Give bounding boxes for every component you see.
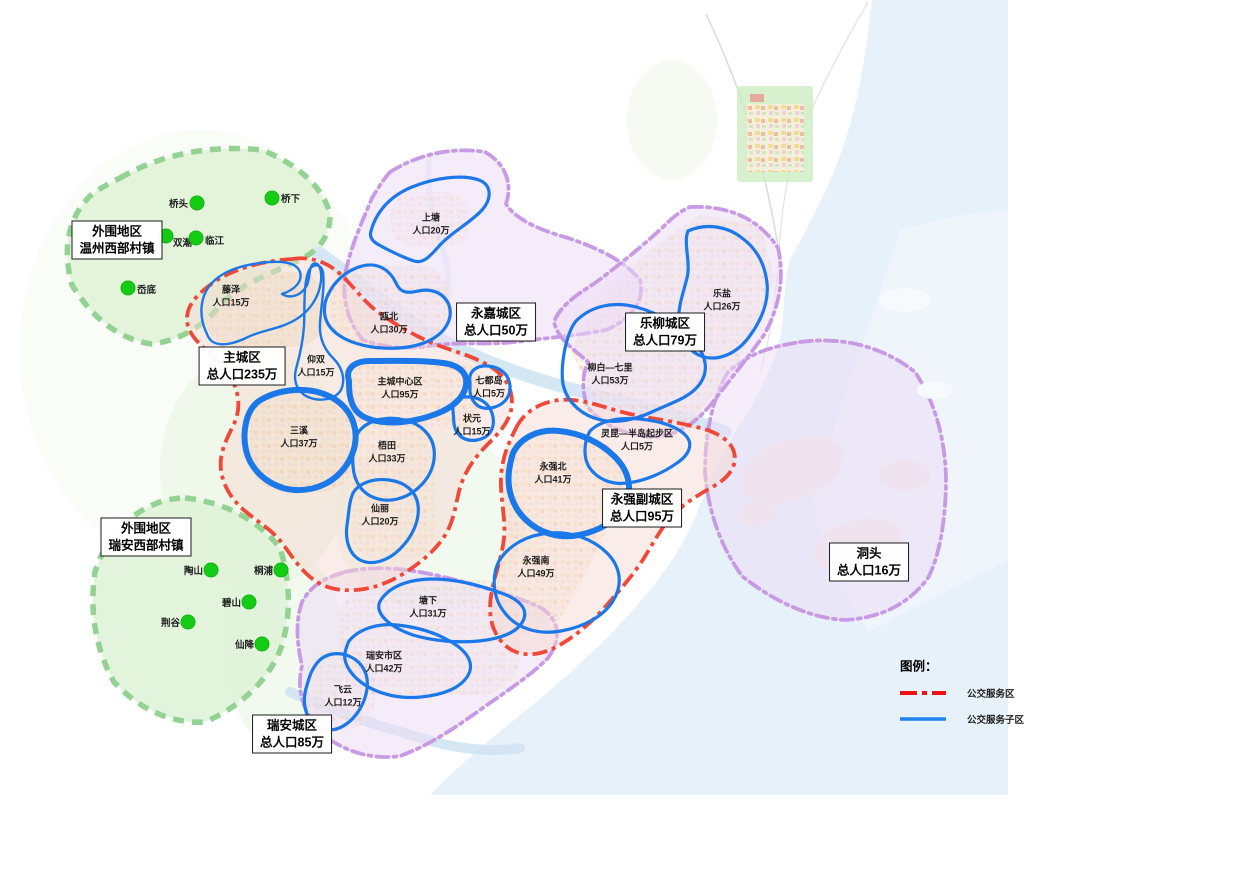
subarea-label-zhucheng-center: 主城中心区 人口95万 <box>377 376 423 399</box>
region-label-ruian: 瑞安城区 总人口85万 <box>252 714 332 754</box>
town-label-qiaotou: 桥头 <box>168 199 188 210</box>
town-label-xianjiang: 仙降 <box>234 640 254 651</box>
subarea-label-yangshuang: 仰双 人口15万 <box>297 354 335 377</box>
subarea-shangtang-outline <box>368 175 491 264</box>
town-label-qiaoxia: 桥下 <box>281 194 301 205</box>
region-label-zhucheng: 主城区 总人口235万 <box>198 346 286 386</box>
subarea-label-feiyun: 飞云 人口12万 <box>324 684 362 707</box>
region-name: 洞头 <box>856 546 882 561</box>
subarea-liubai-qili-outline <box>560 303 707 424</box>
subarea-sanxi-outline <box>241 386 359 494</box>
subarea-qidudao-outline <box>468 364 512 410</box>
town-label-jinggu: 荆谷 <box>160 618 180 629</box>
island <box>739 436 845 504</box>
subarea-yangshuang-outline <box>293 264 345 401</box>
subarea-label-sanxi: 三溪 人口37万 <box>280 425 318 448</box>
region-name: 永嘉城区 <box>470 306 521 321</box>
region-population: 总人口235万 <box>206 367 278 381</box>
town-dot-qiaoxia <box>264 190 280 206</box>
subarea-label-yongqiang-south: 永强南 人口49万 <box>517 555 555 578</box>
town-label-tongpu: 桐浦 <box>253 566 273 577</box>
town-dot-taoshan <box>203 562 219 578</box>
legend-item-service-area: 公交服务区 <box>967 689 1015 700</box>
town-blocks <box>750 94 764 102</box>
region-label-yongqiang: 永强副城区 总人口95万 <box>602 488 682 528</box>
legend-item-service-subarea: 公交服务子区 <box>967 715 1025 726</box>
subarea-label-oubei: 瓯北 人口30万 <box>370 311 408 334</box>
subarea-oubei-outline <box>322 263 452 350</box>
island <box>879 460 931 490</box>
island <box>737 503 777 527</box>
region-population: 总人口16万 <box>837 563 901 577</box>
region-population: 总人口50万 <box>464 323 528 337</box>
subarea-lingkun-outline <box>583 416 692 485</box>
region-name: 外围地区 <box>120 521 172 536</box>
region-label-dongtou: 洞头 总人口16万 <box>829 542 909 582</box>
town-label-shuangchao: 双潮 <box>173 238 193 249</box>
town-dot-linjiang <box>188 230 204 246</box>
town-label-linjiang: 临江 <box>205 236 225 247</box>
subarea-xianli-outline <box>344 477 420 565</box>
subarea-zhuangyuan-outline <box>451 395 495 442</box>
subarea-tengze-outline <box>200 260 323 346</box>
subarea-label-liubai-qili: 柳白—七里 人口53万 <box>587 362 633 385</box>
town-dot-bishan <box>241 594 257 610</box>
region-label-wenzhou-west: 外围地区 温州西部村镇 <box>71 220 163 260</box>
subarea-label-zhuangyuan: 状元 人口15万 <box>453 413 491 436</box>
region-name: 永强副城区 <box>610 492 674 507</box>
region-population: 总人口79万 <box>633 333 697 347</box>
town-dot-tongpu <box>273 562 289 578</box>
legend-title: 图例： <box>900 659 938 674</box>
subarea-label-qidudao: 七都岛 人口5万 <box>472 375 506 398</box>
region-name: 外围地区 <box>91 224 143 239</box>
subarea-label-ruian-city: 瑞安市区 人口42万 <box>365 650 403 673</box>
subarea-feiyun-outline <box>302 652 369 732</box>
town-dot-xianjiang <box>254 636 270 652</box>
subarea-tangxia-outline <box>377 577 527 644</box>
island <box>917 381 953 399</box>
subarea-wutian-outline <box>351 416 436 502</box>
region-label-yongjia: 永嘉城区 总人口50万 <box>456 302 536 342</box>
subarea-label-tengze: 藤泽 人口15万 <box>212 284 250 307</box>
region-name: 主城区 <box>223 350 261 365</box>
subarea-label-xianli: 仙丽 人口20万 <box>361 503 399 526</box>
town-label-aodi: 岙底 <box>137 285 157 296</box>
region-label-ruian-west: 外围地区 瑞安西部村镇 <box>100 517 192 557</box>
subarea-label-tangxia: 塘下 人口31万 <box>409 595 447 618</box>
subarea-leyan-outline <box>677 224 769 360</box>
land-tint <box>627 60 717 180</box>
region-population: 瑞安西部村镇 <box>108 538 184 552</box>
region-name: 乐柳城区 <box>639 316 690 331</box>
town-dot-jinggu <box>180 614 196 630</box>
region-population: 温州西部村镇 <box>79 241 155 255</box>
region-label-leliu: 乐柳城区 总人口79万 <box>625 312 705 352</box>
region-name: 瑞安城区 <box>266 718 317 733</box>
subarea-label-leyan: 乐盐 人口26万 <box>703 288 741 311</box>
subarea-label-lingkun: 灵昆—半岛起步区 人口5万 <box>600 428 674 451</box>
subarea-yongqiang-south-outline <box>492 531 621 634</box>
town-label-bishan: 碧山 <box>221 598 241 609</box>
island <box>879 288 931 312</box>
region-population: 总人口95万 <box>610 509 674 523</box>
town-label-taoshan: 陶山 <box>183 566 203 577</box>
town-dot-aodi <box>120 280 136 296</box>
subarea-label-shangtang: 上塘 人口20万 <box>412 212 450 235</box>
town-blocks <box>746 104 804 172</box>
subarea-label-yongqiang-north: 永强北 人口41万 <box>534 461 572 484</box>
region-population: 总人口85万 <box>260 735 324 749</box>
town-dot-qiaotou <box>189 195 205 211</box>
subarea-label-wutian: 梧田 人口33万 <box>368 440 406 463</box>
